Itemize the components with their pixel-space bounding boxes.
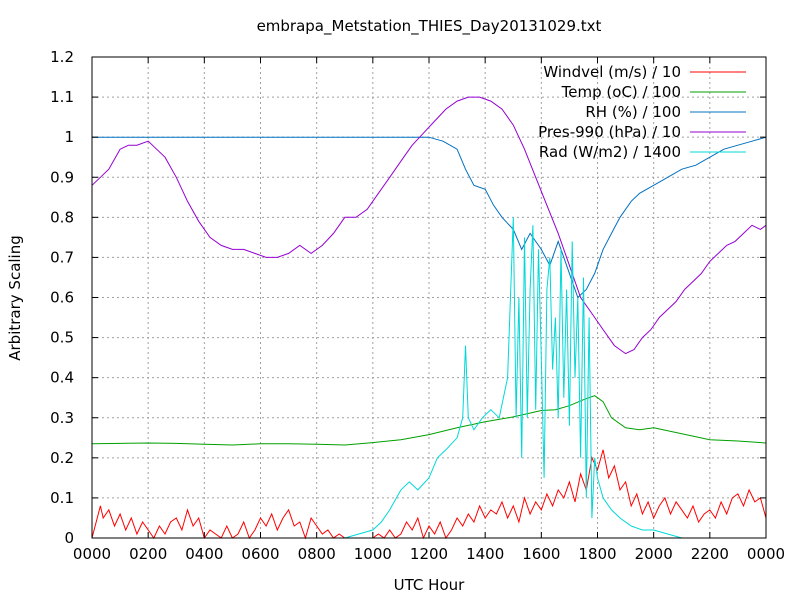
x-tick-label: 1800 — [578, 545, 616, 563]
legend-label: RH (%) / 100 — [585, 103, 681, 121]
x-tick-label: 2200 — [691, 545, 729, 563]
y-axis: 0 0.1 0.2 0.3 0.4 0.5 0.6 0.7 0.8 0.9 1 1.1 1.2 — [50, 48, 766, 547]
y-tick-label: 0.7 — [50, 248, 74, 266]
x-tick-label: 0200 — [129, 545, 167, 563]
y-axis-label: Arbitrary Scaling — [6, 235, 24, 361]
y-tick-label: 0 — [64, 529, 74, 547]
series-line-3 — [92, 136, 767, 299]
y-tick-label: 0.3 — [50, 409, 74, 427]
x-tick-label: 0400 — [185, 545, 223, 563]
y-tick-label: 0.1 — [50, 489, 74, 507]
y-tick-label: 1 — [64, 128, 74, 146]
legend-label: Temp (oC) / 100 — [561, 83, 681, 101]
x-axis: 0000 0200 0400 0600 0800 1000 1200 1400 1600 1800… — [73, 57, 785, 563]
y-tick-label: 0.8 — [50, 208, 74, 226]
legend-label: Windvel (m/s) / 10 — [543, 63, 681, 81]
x-tick-label: 1400 — [466, 545, 504, 563]
legend-label: Pres-990 (hPa) / 10 — [538, 123, 681, 141]
series-line-4 — [91, 96, 767, 355]
series-line-2 — [91, 395, 767, 446]
y-tick-label: 0.9 — [50, 168, 74, 186]
x-tick-label: 2000 — [635, 545, 673, 563]
x-tick-label: 1000 — [354, 545, 392, 563]
y-tick-label: 1.2 — [50, 48, 74, 66]
y-tick-label: 1.1 — [50, 88, 74, 106]
y-tick-label: 0.2 — [50, 449, 74, 467]
legend-label: Rad (W/m2) / 1400 — [539, 143, 681, 161]
y-tick-label: 0.4 — [50, 369, 74, 387]
series-line-5 — [92, 217, 766, 539]
x-tick-label: 1600 — [522, 545, 560, 563]
chart-title: embrapa_Metstation_THIES_Day20131029.txt — [257, 17, 602, 36]
y-tick-label: 0.6 — [50, 289, 74, 307]
x-tick-label: 0000 — [747, 545, 785, 563]
x-tick-label: 1200 — [410, 545, 448, 563]
y-tick-label: 0.5 — [50, 329, 74, 347]
legend: Windvel (m/s) / 10 Temp (oC) / 100 RH (%) … — [538, 63, 746, 161]
x-tick-label: 0000 — [73, 545, 111, 563]
x-tick-label: 0800 — [298, 545, 336, 563]
x-tick-label: 0600 — [241, 545, 279, 563]
x-axis-label: UTC Hour — [394, 576, 465, 594]
